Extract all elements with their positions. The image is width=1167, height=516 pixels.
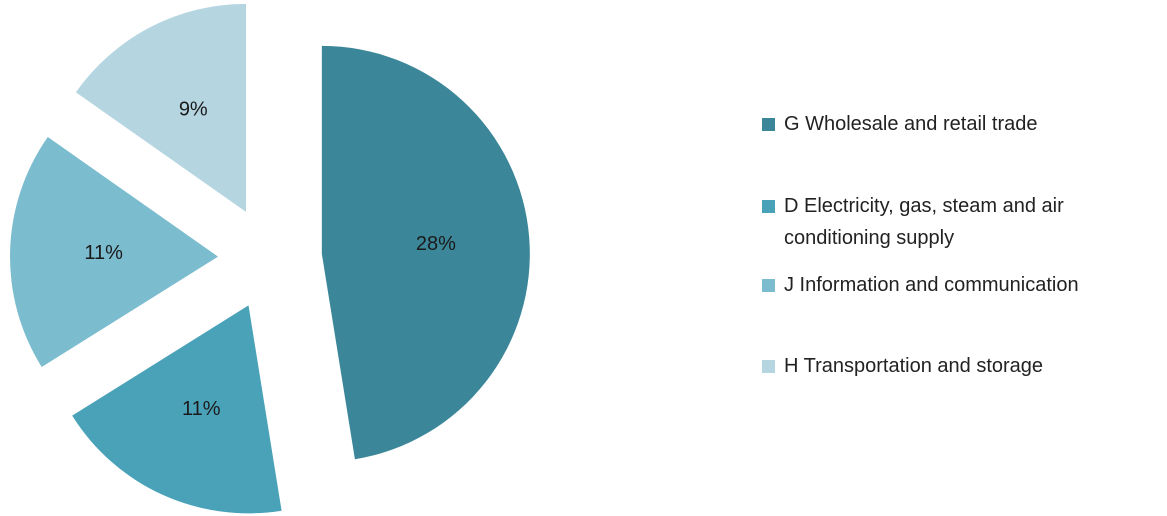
legend-swatch-electricity xyxy=(762,200,775,213)
legend-swatch-transportation xyxy=(762,360,775,373)
slice-label-electricity: 11% xyxy=(182,398,221,420)
slice-label-transportation: 9% xyxy=(179,99,208,121)
legend-item-information: J Information and communication xyxy=(762,269,1162,301)
slice-label-information: 11% xyxy=(84,242,123,264)
pie-slice-transportation xyxy=(75,3,247,212)
legend-label-information: J Information and communication xyxy=(784,274,1079,296)
legend-swatch-information xyxy=(762,279,775,292)
pie-slice-electricity xyxy=(72,305,282,514)
legend-swatch-wholesale xyxy=(762,118,775,131)
legend-label-wholesale: G Wholesale and retail trade xyxy=(784,113,1038,135)
pie-slice-information xyxy=(10,137,219,367)
legend-item-wholesale: G Wholesale and retail trade xyxy=(762,108,1162,140)
slice-label-wholesale: 28% xyxy=(416,233,456,255)
legend-label-electricity: D Electricity, gas, steam and air condit… xyxy=(784,195,1064,249)
pie-slice-wholesale xyxy=(321,45,530,460)
legend-label-transportation: H Transportation and storage xyxy=(784,355,1044,377)
legend-item-transportation: H Transportation and storage xyxy=(762,350,1162,382)
legend-item-electricity: D Electricity, gas, steam and air condit… xyxy=(762,190,1162,254)
